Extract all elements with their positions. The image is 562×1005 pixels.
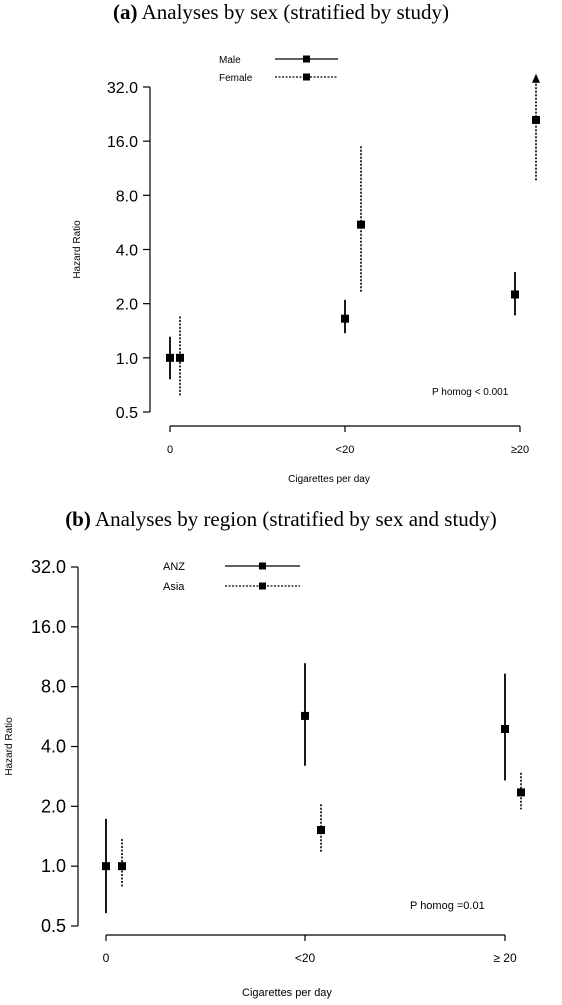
x-axis-label: Cigarettes per day (288, 474, 370, 485)
legend-label: Asia (163, 581, 185, 593)
legend-marker (303, 55, 310, 63)
point-marker (357, 220, 365, 229)
y-tick-label: 2.0 (116, 297, 138, 314)
y-tick-label: 32.0 (31, 557, 66, 577)
panel-b-label: (b) (65, 507, 91, 531)
point-marker (317, 826, 325, 835)
legend-marker (259, 582, 266, 590)
legend-label: Male (219, 55, 241, 66)
point-marker (532, 115, 540, 124)
arrow-marker (532, 73, 540, 83)
y-tick-label: 0.5 (41, 916, 66, 936)
p-homog-annotation: P homog < 0.001 (432, 387, 509, 398)
panel-a-sex: (a) Analyses by sex (stratified by study… (0, 0, 562, 495)
point-marker (118, 862, 126, 871)
y-tick-label: 1.0 (116, 351, 138, 368)
point-marker (301, 711, 309, 720)
x-tick-label: <20 (295, 951, 316, 965)
p-homog-annotation: P homog =0.01 (410, 900, 485, 912)
legend-marker (259, 562, 266, 570)
y-tick-label: 4.0 (116, 243, 138, 260)
legend-label: ANZ (163, 561, 185, 573)
point-marker (176, 353, 184, 362)
y-axis-label: Hazard Ratio (4, 717, 15, 776)
y-tick-label: 1.0 (41, 856, 66, 876)
panel-a-label: (a) (113, 0, 138, 24)
panel-a-title-text: Analyses by sex (stratified by study) (141, 0, 449, 24)
point-marker (511, 290, 519, 299)
point-marker (517, 788, 525, 797)
point-marker (341, 314, 349, 323)
y-tick-label: 8.0 (41, 677, 66, 697)
point-marker (102, 862, 110, 871)
y-axis-label: Hazard Ratio (72, 220, 83, 279)
x-tick-label: 0 (167, 444, 173, 456)
panel-b-title: (b) Analyses by region (stratified by se… (0, 507, 562, 532)
legend-label: Female (219, 73, 253, 84)
panel-b-title-text: Analyses by region (stratified by sex an… (94, 507, 497, 531)
x-tick-label: ≥20 (511, 444, 529, 456)
point-marker (166, 353, 174, 362)
chart-b-svg: 0.5 1.0 2.0 4.0 8.0 16.0 32.0 Hazard Ratio 0 <20 ≥… (4, 557, 525, 999)
y-tick-label: 8.0 (116, 188, 138, 205)
point-marker (501, 724, 509, 733)
legend-marker (303, 73, 310, 81)
y-tick-label: 4.0 (41, 737, 66, 757)
y-tick-label: 16.0 (31, 617, 66, 637)
x-tick-label: ≥ 20 (493, 951, 517, 965)
y-tick-label: 0.5 (116, 405, 138, 422)
panel-b-region: (b) Analyses by region (stratified by se… (0, 507, 562, 1000)
x-axis-label: Cigarettes per day (242, 987, 332, 999)
x-tick-label: 0 (103, 951, 110, 965)
chart-a-svg: 0.5 1.0 2.0 4.0 8.0 16.0 32.0 Hazard Ratio 0 <20 ≥… (72, 55, 540, 485)
panel-a-title: (a) Analyses by sex (stratified by study… (0, 0, 562, 25)
y-tick-label: 32.0 (107, 80, 138, 97)
y-tick-label: 16.0 (107, 134, 138, 151)
x-tick-label: <20 (336, 444, 355, 456)
y-tick-label: 2.0 (41, 796, 66, 816)
